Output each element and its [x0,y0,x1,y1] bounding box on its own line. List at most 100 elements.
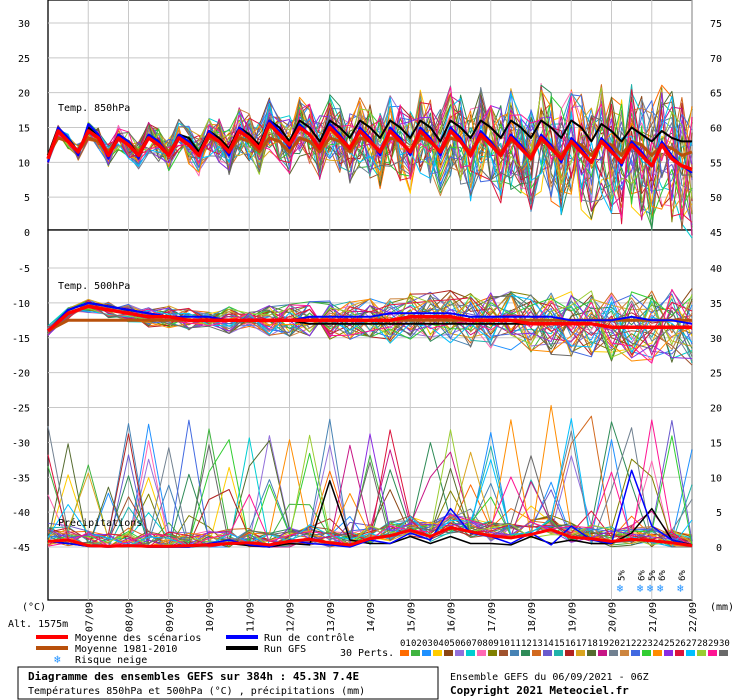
perturbation-swatch [686,650,695,656]
perturbation-swatch [444,650,453,656]
t500-control-line [47,301,693,332]
perturbation-number: 25 [664,639,675,649]
perturbation-line-850 [47,99,693,203]
perturbation-swatch [642,650,651,656]
footer-title: Diagramme des ensembles GEFS sur 384h : … [28,670,359,683]
footer-subtitle: Températures 850hPa et 500hPa (°C) , pré… [28,685,365,697]
snowflake-icon: ❄ [637,582,644,595]
perturbation-swatch [653,650,662,656]
footer-copyright: Copyright 2021 Meteociel.fr [450,684,629,697]
perturbation-line-precip [47,444,692,548]
perturbation-swatch [411,650,420,656]
perturbation-number: 13 [532,639,543,649]
altitude-label: Alt. 1575m [8,619,68,630]
snowflake-icon: ❄ [647,582,654,595]
t850-mean-line [46,122,693,171]
perturbation-number: 12 [521,639,532,649]
t500-right-tick-label: 40 [710,264,722,275]
perturbation-line-precip [47,418,693,548]
legend-control-label: Run de contrôle [264,632,354,644]
legend-climo-label: Moyenne 1981-2010 [75,644,177,655]
perturbation-swatch [510,650,519,656]
perturbation-number: 14 [543,639,554,649]
t500-right-tick-label: 5 [716,508,722,519]
date-tick-label: 07/09 [84,602,95,632]
snow-risk-pct: 6% [638,570,648,581]
perturbation-swatch [697,650,706,656]
t500-left-tick-label: -25 [12,404,30,415]
perturbation-number: 11 [510,639,521,649]
perturbation-number: 17 [576,639,587,649]
t500-right-tick-label: 0 [716,543,722,554]
perturbation-swatch [455,650,464,656]
t500-left-tick-label: -5 [18,264,30,275]
snow-risk-pct: 6% [678,570,688,581]
date-tick-label: 19/09 [567,602,578,632]
t850-left-tick-label: 10 [18,158,30,169]
perturbation-number: 30 [719,639,730,649]
date-tick-label: 11/09 [245,602,256,632]
right-unit-label: (mm) [710,602,734,613]
t500-right-tick-label: 30 [710,334,722,345]
t500-left-tick-label: -45 [12,543,30,554]
perturbation-number: 27 [686,639,697,649]
perturbation-swatch [532,650,541,656]
legend-snow-label: Risque neige [75,655,147,666]
perturbation-swatch [587,650,596,656]
perturbation-number: 08 [477,639,488,649]
perturbation-swatch [477,650,486,656]
t500-left-tick-label: -20 [12,369,30,380]
t500-right-tick-label: 10 [710,473,722,484]
perturbation-line-500 [47,288,693,364]
t500-left-tick-label: -40 [12,508,30,519]
t500-panel-label: Temp. 500hPa [58,281,130,292]
perturbation-swatch [576,650,585,656]
t500-right-tick-label: 20 [710,404,722,415]
t500-mean-line [46,304,692,333]
legend-gfs-label: Run GFS [264,644,306,655]
legend-perts-label: 30 Perts. [340,648,394,659]
t850-left-tick-label: 15 [18,124,30,135]
perturbation-line-precip [47,429,693,548]
perturbation-swatch [521,650,530,656]
t850-right-tick-label: 55 [710,158,722,169]
t850-right-tick-label: 75 [710,19,722,30]
t850-right-tick-label: 60 [710,124,722,135]
date-tick-label: 18/09 [527,602,538,632]
left-unit-label: (°C) [22,602,46,613]
perturbation-swatch [598,650,607,656]
perturbation-number: 06 [455,639,466,649]
date-tick-label: 17/09 [487,602,498,632]
snow-risk-pct: 5% [648,570,658,581]
perturbation-number: 02 [411,639,422,649]
perturbation-number: 20 [609,639,620,649]
perturbation-swatch [433,650,442,656]
legend-mean-label: Moyenne des scénarios [75,632,201,644]
perturbation-line-850 [47,95,693,236]
snow-risk-markers: 5%❄6%❄5%❄6%❄6%❄ [617,570,688,595]
perturbation-swatch [400,650,409,656]
date-tick-label: 10/09 [205,602,216,632]
perturbation-number: 18 [587,639,598,649]
t850-right-tick-label: 45 [710,228,722,239]
date-tick-label: 16/09 [447,602,458,632]
perturbation-legend: 01 02 03 04 05 06 07 08 09 10 11 12 13 14 15 16 17 18 19 20… [400,639,730,656]
perturbation-swatch [675,650,684,656]
date-tick-label: 13/09 [326,602,337,632]
series [46,83,693,548]
t850-left-tick-label: 0 [24,228,30,239]
date-tick-label: 09/09 [165,602,176,632]
snowflake-icon: ❄ [657,582,664,595]
footer-run-info: Ensemble GEFS du 06/09/2021 - 06Z [450,672,649,683]
snowflake-icon: ❄ [54,653,61,666]
date-tick-label: 15/09 [406,602,417,632]
perturbation-swatch [499,650,508,656]
snow-risk-pct: 6% [658,570,668,581]
perturbation-number: 04 [433,639,444,649]
precip-panel-label: Précipitations [58,517,142,529]
perturbation-number: 24 [653,639,664,649]
t850-panel-label: Temp. 850hPa [58,103,130,114]
perturbation-swatch [609,650,618,656]
date-tick-label: 14/09 [366,602,377,632]
